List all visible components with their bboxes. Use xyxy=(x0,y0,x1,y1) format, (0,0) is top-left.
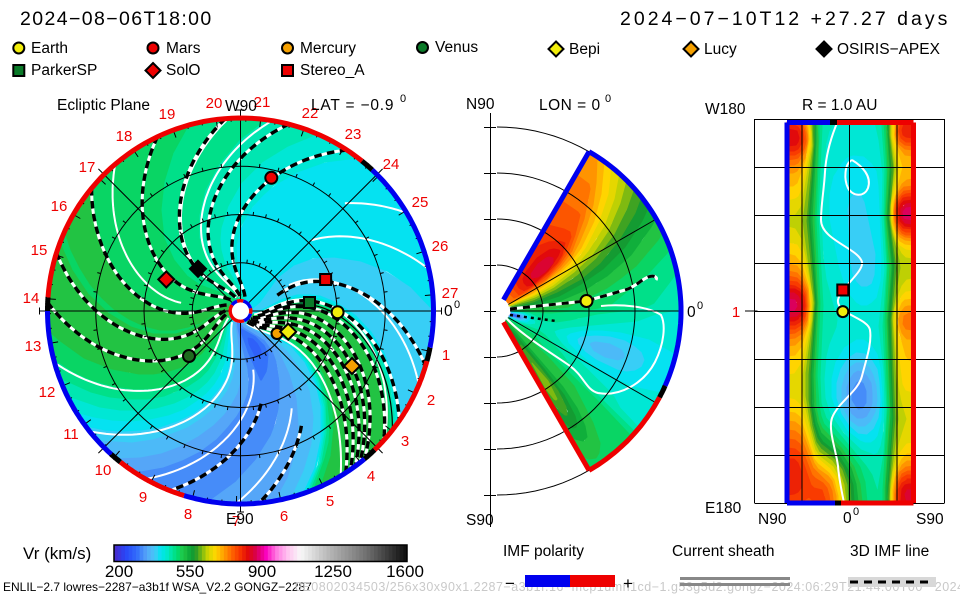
svg-text:0: 0 xyxy=(697,300,703,312)
svg-text:LON = 0: LON = 0 xyxy=(539,97,601,114)
svg-text:16: 16 xyxy=(51,198,68,215)
svg-text:Current sheath: Current sheath xyxy=(672,543,775,560)
svg-text:Mercury: Mercury xyxy=(300,40,356,57)
svg-text:1600: 1600 xyxy=(386,562,424,581)
svg-text:0E0802034503/256x30x90x1.2287−: 0E0802034503/256x30x90x1.2287−a3b1f.16−m… xyxy=(295,580,960,594)
svg-text:Vr (km/s): Vr (km/s) xyxy=(23,544,91,563)
svg-text:+: + xyxy=(623,574,633,593)
svg-text:3: 3 xyxy=(401,433,409,450)
svg-text:0: 0 xyxy=(444,303,453,320)
svg-text:6: 6 xyxy=(280,508,288,525)
svg-text:1250: 1250 xyxy=(314,562,352,581)
svg-text:550: 550 xyxy=(176,562,204,581)
svg-text:−: − xyxy=(505,574,515,593)
svg-text:15: 15 xyxy=(31,242,48,259)
svg-text:N90: N90 xyxy=(466,96,495,113)
svg-text:0: 0 xyxy=(843,510,852,527)
svg-text:0: 0 xyxy=(400,93,406,105)
svg-text:IMF polarity: IMF polarity xyxy=(503,543,584,560)
svg-text:S90: S90 xyxy=(916,511,944,528)
svg-text:LAT = −0.9: LAT = −0.9 xyxy=(311,97,394,114)
svg-text:2: 2 xyxy=(427,392,435,409)
svg-text:10: 10 xyxy=(95,462,112,479)
svg-text:0: 0 xyxy=(454,299,460,311)
svg-text:2024−07−10T12 +27.27 days: 2024−07−10T12 +27.27 days xyxy=(620,8,950,30)
svg-text:1: 1 xyxy=(732,304,740,321)
svg-text:0: 0 xyxy=(687,304,696,321)
svg-text:9: 9 xyxy=(139,489,147,506)
svg-text:24: 24 xyxy=(383,156,400,173)
svg-text:13: 13 xyxy=(25,338,42,355)
svg-text:S90: S90 xyxy=(466,512,494,529)
svg-text:Venus: Venus xyxy=(435,39,478,56)
svg-text:E90: E90 xyxy=(226,511,254,528)
svg-text:4: 4 xyxy=(367,468,375,485)
svg-text:W180: W180 xyxy=(705,101,746,118)
svg-text:20: 20 xyxy=(206,95,223,112)
svg-text:25: 25 xyxy=(412,194,429,211)
svg-text:19: 19 xyxy=(159,106,176,123)
svg-text:12: 12 xyxy=(39,384,56,401)
svg-text:8: 8 xyxy=(184,506,192,523)
svg-text:N90: N90 xyxy=(758,511,787,528)
svg-text:22: 22 xyxy=(302,105,319,122)
svg-text:Earth: Earth xyxy=(31,40,68,57)
svg-text:Ecliptic Plane: Ecliptic Plane xyxy=(57,97,150,114)
svg-text:ParkerSP: ParkerSP xyxy=(31,62,97,79)
svg-text:5: 5 xyxy=(326,493,334,510)
svg-text:Stereo_A: Stereo_A xyxy=(300,62,365,79)
svg-text:27: 27 xyxy=(442,285,459,302)
svg-text:SolO: SolO xyxy=(166,62,200,79)
svg-text:Mars: Mars xyxy=(166,40,201,57)
svg-text:17: 17 xyxy=(79,159,96,176)
svg-text:23: 23 xyxy=(345,126,362,143)
svg-text:OSIRIS−APEX: OSIRIS−APEX xyxy=(837,41,941,58)
svg-text:200: 200 xyxy=(105,562,133,581)
svg-text:3D IMF line: 3D IMF line xyxy=(850,543,929,560)
svg-text:ENLIL−2.7 lowres−2287−a3b1f WS: ENLIL−2.7 lowres−2287−a3b1f WSA_V2.2 GON… xyxy=(3,580,312,594)
svg-text:W90: W90 xyxy=(225,98,257,115)
svg-text:Lucy: Lucy xyxy=(704,41,737,58)
svg-text:11: 11 xyxy=(63,426,79,443)
svg-text:2024−08−06T18:00: 2024−08−06T18:00 xyxy=(20,8,213,30)
svg-text:7: 7 xyxy=(232,513,240,530)
svg-text:14: 14 xyxy=(23,290,40,307)
svg-text:0: 0 xyxy=(853,506,859,518)
svg-text:0: 0 xyxy=(605,93,611,105)
svg-text:1: 1 xyxy=(442,347,450,364)
svg-text:E180: E180 xyxy=(705,500,742,517)
svg-text:R = 1.0 AU: R = 1.0 AU xyxy=(802,97,877,114)
svg-text:18: 18 xyxy=(116,128,133,145)
svg-text:26: 26 xyxy=(432,238,449,255)
svg-text:21: 21 xyxy=(254,94,271,111)
svg-text:900: 900 xyxy=(248,562,276,581)
svg-text:Bepi: Bepi xyxy=(569,41,600,58)
